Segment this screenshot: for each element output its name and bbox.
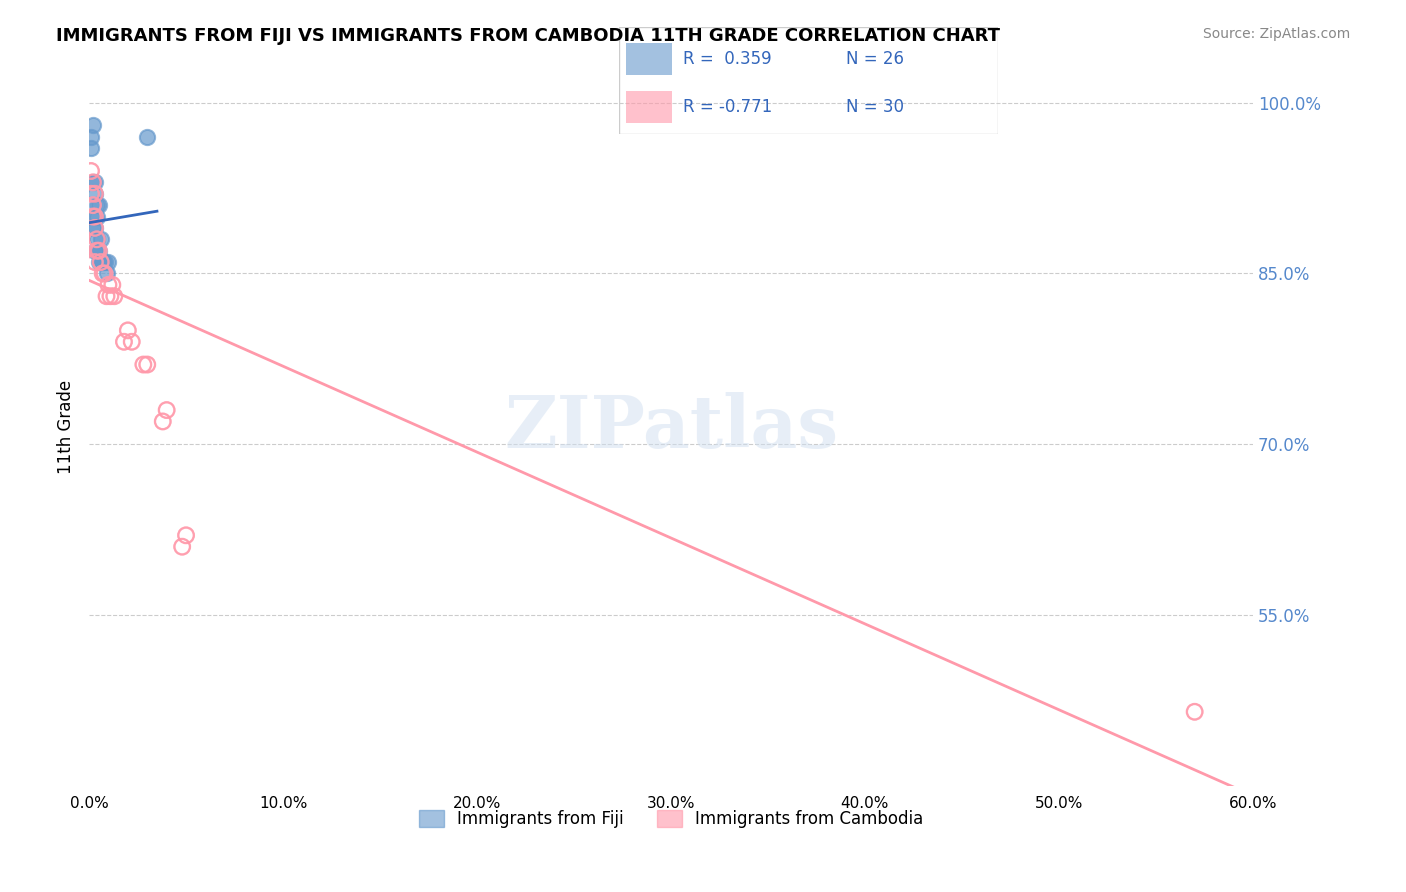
Point — [97, 255, 120, 269]
Point — [80, 164, 103, 178]
Point — [86, 244, 108, 258]
Point — [87, 244, 110, 258]
Point — [82, 119, 104, 133]
Point — [83, 244, 105, 258]
Point — [91, 255, 114, 269]
Point — [87, 244, 110, 258]
Point — [83, 221, 105, 235]
Point — [82, 221, 104, 235]
Point — [96, 289, 118, 303]
Point — [82, 175, 104, 189]
Point — [83, 175, 105, 189]
Point — [83, 255, 105, 269]
Point — [156, 403, 179, 417]
Point — [83, 210, 105, 224]
Point — [96, 289, 118, 303]
Point — [90, 255, 112, 269]
Point — [82, 175, 104, 189]
Point — [82, 198, 104, 212]
Point — [100, 289, 122, 303]
Point — [172, 540, 194, 554]
Text: R = -0.771: R = -0.771 — [683, 98, 772, 116]
Point — [83, 186, 105, 201]
Point — [136, 358, 159, 372]
Point — [103, 289, 125, 303]
Point — [121, 334, 143, 349]
Point — [87, 198, 110, 212]
Point — [97, 277, 120, 292]
Text: N = 26: N = 26 — [846, 50, 904, 68]
Point — [90, 255, 112, 269]
Point — [174, 528, 197, 542]
Point — [86, 232, 108, 246]
Point — [121, 334, 143, 349]
Point — [86, 210, 108, 224]
Point — [86, 232, 108, 246]
Text: Source: ZipAtlas.com: Source: ZipAtlas.com — [1202, 27, 1350, 41]
Point — [83, 221, 105, 235]
Point — [132, 358, 155, 372]
Point — [136, 129, 159, 144]
Point — [93, 267, 115, 281]
Point — [90, 232, 112, 246]
Point — [86, 232, 108, 246]
Point — [112, 334, 135, 349]
Point — [93, 255, 115, 269]
Point — [87, 244, 110, 258]
Point — [156, 403, 179, 417]
Point — [152, 414, 174, 428]
Point — [90, 255, 112, 269]
Bar — [626, 43, 672, 75]
Point — [117, 323, 139, 337]
Point — [91, 255, 114, 269]
Point — [91, 267, 114, 281]
Point — [83, 186, 105, 201]
Point — [97, 277, 120, 292]
Point — [112, 334, 135, 349]
Legend: Immigrants from Fiji, Immigrants from Cambodia: Immigrants from Fiji, Immigrants from Ca… — [412, 804, 929, 835]
Point — [172, 540, 194, 554]
Point — [80, 164, 103, 178]
Point — [101, 277, 124, 292]
Point — [83, 210, 105, 224]
Point — [83, 221, 105, 235]
Point — [82, 198, 104, 212]
Point — [152, 414, 174, 428]
Point — [100, 289, 122, 303]
Point — [174, 528, 197, 542]
Text: IMMIGRANTS FROM FIJI VS IMMIGRANTS FROM CAMBODIA 11TH GRADE CORRELATION CHART: IMMIGRANTS FROM FIJI VS IMMIGRANTS FROM … — [56, 27, 1000, 45]
Point — [82, 210, 104, 224]
Text: R =  0.359: R = 0.359 — [683, 50, 772, 68]
Point — [90, 255, 112, 269]
Point — [87, 255, 110, 269]
Point — [96, 267, 118, 281]
Point — [1184, 705, 1206, 719]
Point — [80, 141, 103, 155]
Point — [83, 255, 105, 269]
Point — [83, 210, 105, 224]
Point — [117, 323, 139, 337]
Point — [80, 186, 103, 201]
Point — [80, 129, 103, 144]
Point — [101, 277, 124, 292]
Point — [86, 244, 108, 258]
Point — [93, 267, 115, 281]
Text: N = 30: N = 30 — [846, 98, 904, 116]
Point — [82, 210, 104, 224]
Point — [83, 186, 105, 201]
Point — [86, 198, 108, 212]
Bar — [626, 91, 672, 123]
Point — [86, 244, 108, 258]
Point — [103, 289, 125, 303]
Point — [132, 358, 155, 372]
Y-axis label: 11th Grade: 11th Grade — [58, 380, 75, 475]
Point — [82, 175, 104, 189]
Point — [80, 186, 103, 201]
Point — [91, 267, 114, 281]
Point — [1184, 705, 1206, 719]
Point — [136, 358, 159, 372]
Text: ZIPatlas: ZIPatlas — [503, 392, 838, 463]
